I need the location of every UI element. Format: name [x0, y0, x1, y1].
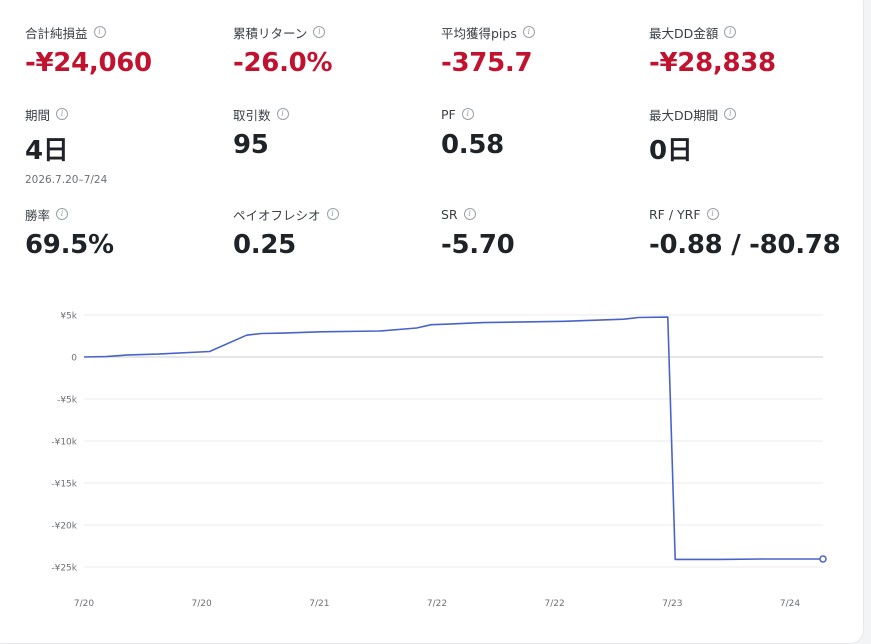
x-tick-label: 7/21 — [309, 599, 329, 609]
metric-average-pips: 平均獲得pips i -375.7 — [441, 24, 641, 78]
metric-value: 95 — [233, 130, 269, 160]
metric-label: SR — [441, 206, 458, 222]
metric-label: 勝率 — [25, 207, 51, 223]
metric-value: 0日 — [649, 136, 693, 166]
x-tick-label: 7/20 — [74, 599, 94, 609]
metric-value: -5.70 — [441, 230, 515, 260]
last-point-marker — [819, 555, 827, 563]
metric-max-dd-period: 最大DD期間 i 0日 — [649, 106, 849, 167]
info-icon[interactable]: i — [724, 26, 737, 38]
metric-label: ペイオフレシオ — [233, 207, 321, 223]
y-tick-label: -¥10k — [51, 438, 77, 448]
info-icon[interactable]: i — [522, 26, 535, 38]
period-range: 2026.7.20–7/24 — [25, 174, 108, 186]
metric-label: 期間 — [25, 107, 51, 123]
metric-sharpe-ratio: SR i -5.70 — [441, 206, 641, 261]
metric-value: 4日 — [25, 136, 69, 166]
y-tick-label: -¥20k — [51, 522, 77, 532]
metric-win-rate: 勝率 i 69.5% — [25, 206, 225, 261]
metric-label: 累積リターン — [233, 25, 308, 41]
y-tick-label: -¥25k — [51, 564, 77, 574]
metric-value: 0.58 — [441, 130, 504, 160]
metric-value: -375.7 — [441, 48, 533, 78]
equity-line — [83, 316, 823, 561]
metric-value: 69.5% — [25, 230, 114, 260]
metric-period: 期間 i 4日 2026.7.20–7/24 — [25, 106, 225, 187]
info-icon[interactable]: i — [706, 208, 719, 220]
y-tick-label: ¥5k — [60, 312, 77, 322]
metric-label: RF / YRF — [649, 206, 701, 222]
metric-value: 0.25 — [233, 230, 296, 260]
info-icon[interactable]: i — [276, 108, 289, 120]
metric-payoff-ratio: ペイオフレシオ i 0.25 — [233, 206, 433, 260]
x-tick-label: 7/20 — [192, 599, 212, 609]
metric-recovery-factor: RF / YRF i -0.88 / -80.78 — [649, 206, 849, 261]
y-tick-label: -¥5k — [57, 396, 78, 406]
metric-trade-count: 取引数 i 95 — [233, 106, 433, 160]
x-tick-label: 7/24 — [780, 599, 800, 609]
info-icon[interactable]: i — [56, 108, 69, 120]
info-icon[interactable]: i — [56, 208, 69, 220]
metric-label: 最大DD期間 — [649, 107, 719, 123]
info-icon[interactable]: i — [724, 108, 737, 120]
x-tick-label: 7/22 — [427, 599, 447, 609]
metric-value: -26.0% — [233, 48, 333, 78]
y-tick-label: 0 — [71, 354, 77, 364]
info-icon[interactable]: i — [93, 26, 106, 38]
metric-value: -¥28,838 — [649, 48, 776, 78]
metric-max-dd-amount: 最大DD金額 i -¥28,838 — [649, 24, 849, 79]
info-icon[interactable]: i — [326, 208, 339, 220]
metric-value: -0.88 / -80.78 — [649, 230, 841, 260]
metric-label: PF — [441, 106, 456, 122]
metric-label: 平均獲得pips — [441, 25, 517, 41]
y-tick-label: -¥15k — [51, 480, 77, 490]
info-icon[interactable]: i — [461, 108, 474, 120]
metric-value: -¥24,060 — [25, 48, 152, 78]
metric-label: 取引数 — [233, 107, 271, 123]
metric-cumulative-return: 累積リターン i -26.0% — [233, 24, 433, 79]
x-tick-label: 7/23 — [662, 599, 682, 609]
info-icon[interactable]: i — [463, 208, 476, 220]
metric-profit-factor: PF i 0.58 — [441, 106, 641, 161]
info-icon[interactable]: i — [313, 26, 326, 38]
metric-label: 合計純損益 — [25, 25, 88, 41]
metric-net-profit: 合計純損益 i -¥24,060 — [25, 24, 225, 79]
x-tick-label: 7/22 — [545, 599, 565, 609]
metric-label: 最大DD金額 — [649, 25, 719, 41]
